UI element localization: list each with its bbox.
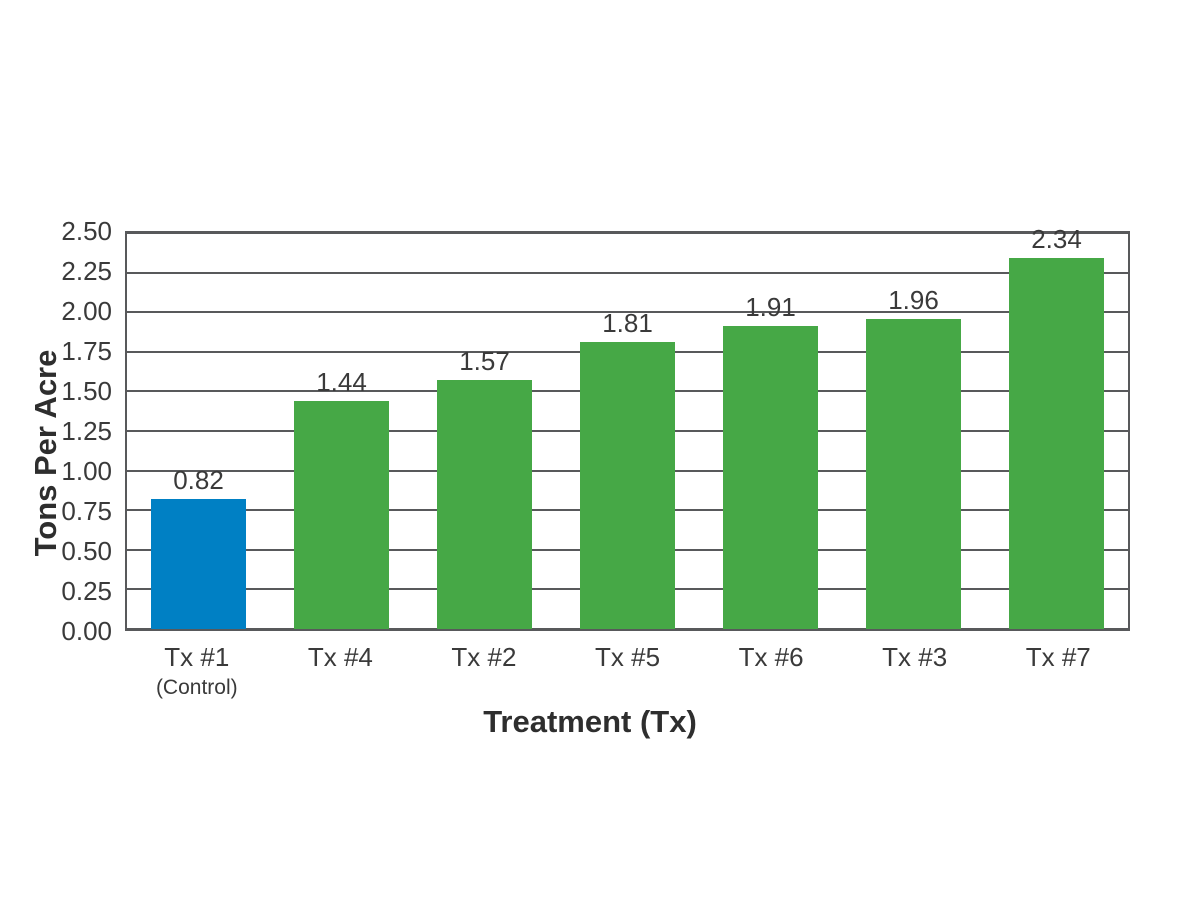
x-tick: Tx #5 <box>556 642 700 700</box>
x-tick-label: Tx #4 <box>307 642 373 672</box>
bar-value-label: 0.82 <box>173 465 224 496</box>
x-tick-label: Tx #2 <box>451 642 517 672</box>
bar: 1.44 <box>294 367 389 629</box>
x-tick: Tx #6 <box>699 642 843 700</box>
x-tick-label: Tx #7 <box>1025 642 1091 672</box>
bar-column: 1.57 <box>413 233 556 629</box>
bar-value-label: 1.81 <box>602 308 653 339</box>
bar-column: 1.91 <box>699 233 842 629</box>
x-tick: Tx #1 (Control) <box>125 642 269 700</box>
y-tick-label: 0.00 <box>61 616 112 646</box>
y-tick-label: 0.25 <box>61 576 112 606</box>
bar-column: 1.96 <box>842 233 985 629</box>
bars-row: 0.82 1.44 1.57 1.81 1.91 1.96 2.34 <box>127 224 1128 629</box>
x-tick-label: Tx #6 <box>738 642 804 672</box>
gridline <box>127 628 1128 630</box>
bar-value-label: 1.44 <box>316 366 367 397</box>
y-tick-label: 0.75 <box>61 496 112 526</box>
x-tick-label: Tx #1 <box>164 642 230 672</box>
y-tick-labels: 0.00 0.25 0.50 0.75 1.00 1.25 1.50 1.75 2.00 2.25… <box>0 218 112 644</box>
bar: 1.81 <box>580 308 675 629</box>
bar-column: 0.82 <box>127 233 270 629</box>
y-tick-label: 1.75 <box>61 336 112 366</box>
gridline <box>127 232 1128 234</box>
x-tick-label: Tx #5 <box>595 642 661 672</box>
bar-value-label: 1.91 <box>745 292 796 323</box>
bar-column: 2.34 <box>985 224 1128 629</box>
bar: 2.34 <box>1009 224 1104 629</box>
bar-value-label: 2.34 <box>1031 224 1082 255</box>
bar-value-label: 1.96 <box>888 284 939 315</box>
y-tick-label: 2.25 <box>61 256 112 286</box>
x-tick: Tx #3 <box>843 642 987 700</box>
plot-area: 0.82 1.44 1.57 1.81 1.91 1.96 2.34 <box>125 224 1130 631</box>
x-axis-title: Treatment (Tx) <box>483 704 697 739</box>
x-tick: Tx #4 <box>269 642 413 700</box>
y-tick-label: 1.50 <box>61 376 112 406</box>
y-tick-label: 0.50 <box>61 536 112 566</box>
y-tick-label: 1.25 <box>61 416 112 446</box>
bar: 1.91 <box>723 292 818 629</box>
y-tick-label: 2.00 <box>61 296 112 326</box>
x-tick: Tx #7 <box>986 642 1130 700</box>
x-tick: Tx #2 <box>412 642 556 700</box>
bar-column: 1.81 <box>556 233 699 629</box>
bar: 1.96 <box>866 285 961 629</box>
gridline <box>127 271 1128 274</box>
x-tick-sublabel: (Control) <box>155 675 238 699</box>
bar: 1.57 <box>437 346 532 629</box>
bar-value-label: 1.57 <box>459 346 510 377</box>
x-tick-label: Tx #3 <box>882 642 948 672</box>
gridline <box>127 311 1128 314</box>
y-tick-label: 1.00 <box>61 456 112 486</box>
x-tick-labels: Tx #1 (Control) Tx #4 Tx #2 Tx #5 Tx #6 Tx #3 T… <box>125 642 1130 700</box>
y-tick-label: 2.50 <box>61 216 112 246</box>
bar-column: 1.44 <box>270 233 413 629</box>
bar: 0.82 <box>151 465 246 629</box>
